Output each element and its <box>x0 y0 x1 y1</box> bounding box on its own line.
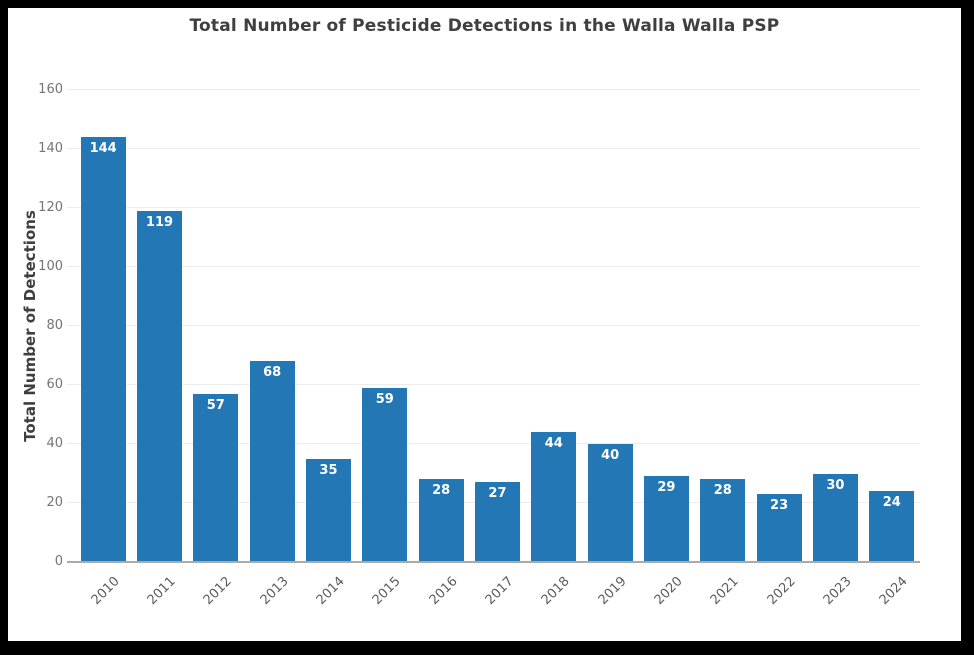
bar-value-label-2020: 29 <box>657 480 676 496</box>
x-tick-label-2015: 2015 <box>369 574 404 609</box>
chart-title: Total Number of Pesticide Detections in … <box>189 16 780 36</box>
bar-2022: 23 <box>756 494 802 562</box>
bar-slot-2018: 44 <box>526 90 582 562</box>
x-axis-tick-labels: 2010 2011 2012 2013 2014 2015 2016 2017 2018 2019… <box>75 562 920 626</box>
bar-slot-2012: 57 <box>188 90 244 562</box>
y-tick-label-120: 120 <box>38 200 63 215</box>
bar-2011: 119 <box>136 210 183 562</box>
y-tick-label-0: 0 <box>54 554 63 569</box>
x-tick-label-2010: 2010 <box>88 574 123 609</box>
bar-slot-2017: 27 <box>469 90 525 562</box>
bar-2012: 57 <box>193 393 239 562</box>
bar-value-label-2015: 59 <box>375 391 394 407</box>
y-tick-label-140: 140 <box>38 141 63 156</box>
x-tick-label-2021: 2021 <box>707 574 742 609</box>
x-tick-label-2019: 2019 <box>595 574 630 609</box>
bar-slot-2021: 28 <box>695 90 751 562</box>
y-tick-label-20: 20 <box>46 495 63 510</box>
bar-slot-2022: 23 <box>751 90 807 562</box>
bar-slot-2023: 30 <box>807 90 863 562</box>
bar-2018: 44 <box>531 432 577 562</box>
x-tick-label-2014: 2014 <box>313 574 348 609</box>
x-tick-label-2018: 2018 <box>538 574 573 609</box>
gridline-y-40 <box>67 443 920 444</box>
x-tick-label-2016: 2016 <box>426 574 461 609</box>
y-tick-label-40: 40 <box>46 436 63 451</box>
gridline-y-80 <box>67 325 920 326</box>
bar-2021: 28 <box>700 479 746 562</box>
bar-slot-2016: 28 <box>413 90 469 562</box>
bar-value-label-2016: 28 <box>432 483 451 499</box>
y-tick-label-160: 160 <box>38 82 63 97</box>
bar-2015: 59 <box>362 387 408 562</box>
bar-slot-2011: 119 <box>131 90 187 562</box>
bar-value-label-2017: 27 <box>488 486 507 502</box>
bar-series: 144 119 57 68 35 59 28 27 44 40 29 28 23 30 24 <box>75 90 920 562</box>
bar-2013: 68 <box>249 361 295 562</box>
bar-2024: 24 <box>869 491 915 562</box>
x-tick-label-2023: 2023 <box>820 574 855 609</box>
bar-value-label-2018: 44 <box>544 436 563 452</box>
bar-value-label-2021: 28 <box>713 483 732 499</box>
bar-value-label-2012: 57 <box>206 397 225 413</box>
bar-value-label-2019: 40 <box>601 448 620 463</box>
bar-slot-2024: 24 <box>864 90 920 562</box>
bar-2016: 28 <box>418 479 464 562</box>
bar-2020: 29 <box>643 476 689 562</box>
bar-value-label-2014: 35 <box>319 462 338 478</box>
x-tick-label-2024: 2024 <box>876 574 911 609</box>
bar-2010: 144 <box>80 137 126 562</box>
x-tick-label-2012: 2012 <box>200 574 235 609</box>
bar-value-label-2022: 23 <box>770 498 789 514</box>
bar-2019: 40 <box>587 444 633 562</box>
bar-slot-2020: 29 <box>638 90 694 562</box>
bar-slot-2019: 40 <box>582 90 638 562</box>
bar-value-label-2010: 144 <box>89 141 117 157</box>
y-tick-label-100: 100 <box>38 259 63 274</box>
x-axis-line <box>67 561 920 563</box>
gridline-y-120 <box>67 207 920 208</box>
bar-slot-2015: 59 <box>357 90 413 562</box>
bar-value-label-2011: 119 <box>145 214 174 230</box>
plot-area: 0 20 40 60 80 100 120 140 160 144 119 57 68 35 59 28 27… <box>38 82 920 608</box>
bar-2023: 30 <box>812 473 858 562</box>
y-tick-label-80: 80 <box>46 318 63 333</box>
bar-slot-2010: 144 <box>75 90 131 562</box>
x-tick-label-2017: 2017 <box>482 574 517 609</box>
bar-value-label-2023: 30 <box>826 477 845 493</box>
x-tick-label-2022: 2022 <box>764 574 799 609</box>
x-tick-label-2013: 2013 <box>257 574 292 609</box>
bar-2017: 27 <box>474 482 520 562</box>
bar-2014: 35 <box>305 458 351 562</box>
bar-value-label-2013: 68 <box>263 365 282 381</box>
x-tick-label-2020: 2020 <box>651 574 686 609</box>
gridline-y-140 <box>67 148 920 149</box>
y-tick-label-60: 60 <box>46 377 63 392</box>
gridline-y-60 <box>67 384 920 385</box>
gridline-y-160 <box>67 89 920 90</box>
x-tick-label-2011: 2011 <box>144 574 179 609</box>
bar-slot-2013: 68 <box>244 90 300 562</box>
bar-value-label-2024: 24 <box>882 495 901 511</box>
bar-slot-2014: 35 <box>300 90 356 562</box>
gridline-y-100 <box>67 266 920 267</box>
